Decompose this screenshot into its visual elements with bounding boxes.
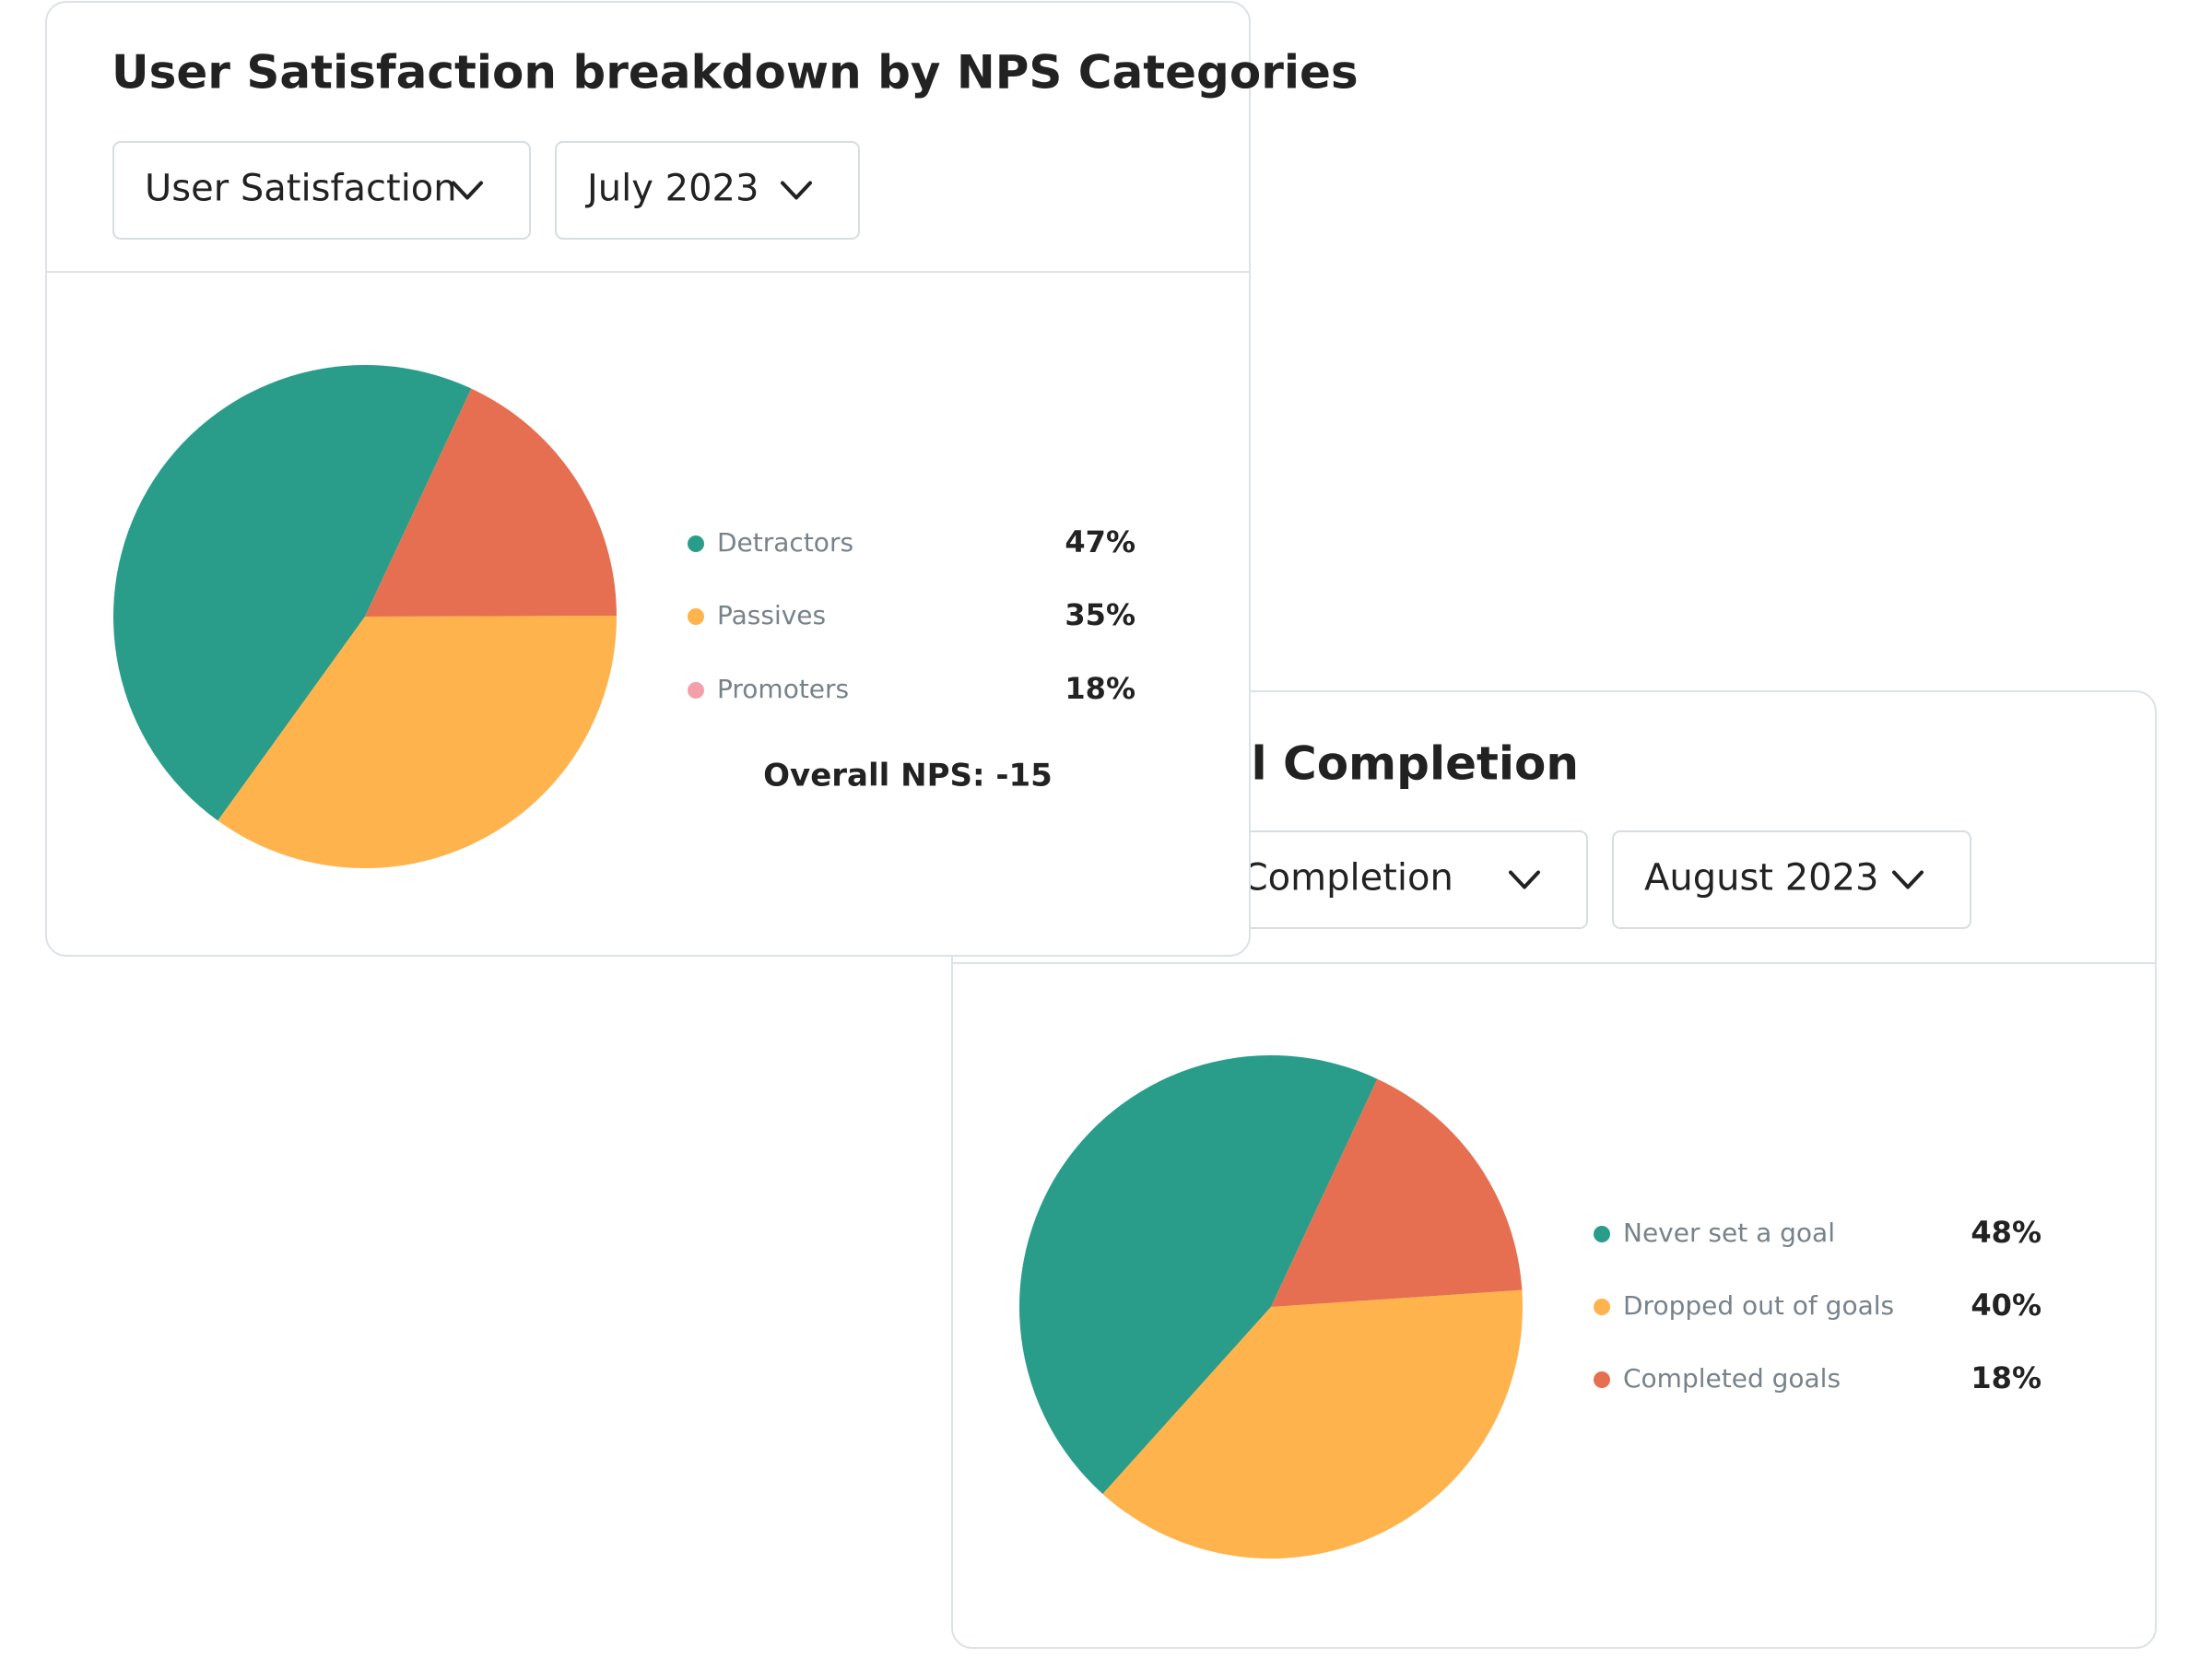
dropdown[interactable]: July 2023 <box>555 141 860 240</box>
legend-label: Detractors <box>717 527 853 558</box>
dropdown-box[interactable] <box>112 141 531 240</box>
card-title: User Satisfaction breakdown by NPS Categ… <box>112 46 1359 100</box>
legend-value: 48% <box>1971 1215 2041 1250</box>
legend-marker <box>1594 1226 1610 1242</box>
dashboard-card: User Satisfaction breakdown by NPS Categ… <box>45 1 1359 957</box>
legend-marker <box>1594 1371 1610 1388</box>
legend-value: 35% <box>1065 597 1135 632</box>
dropdown-label[interactable]: User Satisfaction <box>145 168 457 210</box>
legend-value: 40% <box>1971 1288 2041 1323</box>
dropdown[interactable]: August 2023 <box>1612 830 1971 929</box>
legend-value: 18% <box>1065 671 1135 706</box>
dropdown-label[interactable]: August 2023 <box>1644 857 1879 900</box>
legend-marker <box>1594 1299 1610 1315</box>
legend-value: 18% <box>1971 1360 2041 1395</box>
dropdown-chevron[interactable] <box>1892 870 1924 889</box>
pie-slice <box>365 388 617 617</box>
dropdown[interactable]: User Satisfaction <box>112 141 531 240</box>
dropdown-chevron[interactable] <box>452 181 483 200</box>
dropdown-chevron[interactable] <box>781 181 812 200</box>
legend-label: Passives <box>717 600 826 630</box>
pie-slice <box>1271 1078 1523 1307</box>
pie-slice <box>1102 1289 1523 1559</box>
legend-label: Never set a goal <box>1623 1218 1835 1248</box>
dropdown-box[interactable] <box>1612 830 1971 929</box>
legend-label: Completed goals <box>1623 1363 1841 1394</box>
pie-slice <box>218 616 617 868</box>
overall-nps: Overall NPS: -15 <box>763 758 1053 794</box>
legend-label: Promoters <box>717 674 849 704</box>
legend-label: Dropped out of goals <box>1623 1290 1894 1321</box>
legend-marker <box>688 682 704 699</box>
dropdown-box[interactable] <box>555 141 860 240</box>
pie-slice <box>113 365 472 821</box>
dropdown-label[interactable]: July 2023 <box>584 168 759 210</box>
legend-value: 47% <box>1065 524 1135 559</box>
dropdown-chevron[interactable] <box>1509 870 1540 889</box>
legend-marker <box>688 608 704 625</box>
pie-slice <box>1019 1055 1378 1494</box>
legend-marker <box>688 535 704 552</box>
